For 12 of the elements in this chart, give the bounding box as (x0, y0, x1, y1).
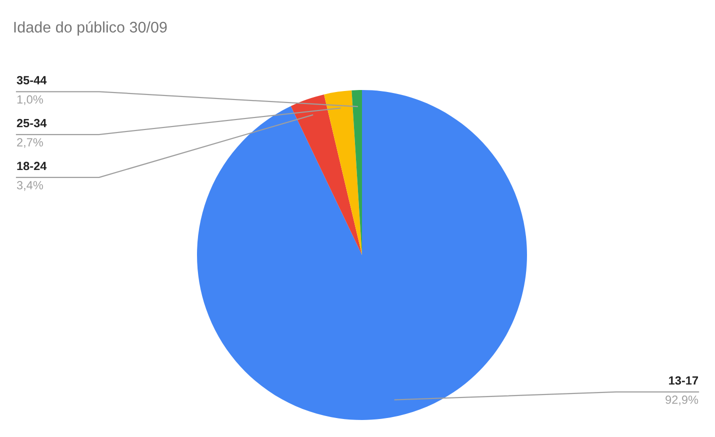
slice-label: 13-17 (669, 376, 698, 385)
slice-label: 25-34 (16, 118, 47, 128)
slice-label: 18-24 (17, 162, 47, 170)
slice-label: 35-44 (16, 76, 47, 84)
data-label: 92,9% (666, 396, 698, 406)
data-label: 3,4% (16, 181, 43, 191)
pie-slice (290, 94, 362, 255)
pie-slice (197, 90, 527, 420)
data-label: 1,0% (17, 95, 43, 106)
pie-slice (324, 90, 362, 255)
chart-title: Idade do público 30/09 (14, 21, 167, 36)
data-label: 2,7% (17, 138, 43, 148)
